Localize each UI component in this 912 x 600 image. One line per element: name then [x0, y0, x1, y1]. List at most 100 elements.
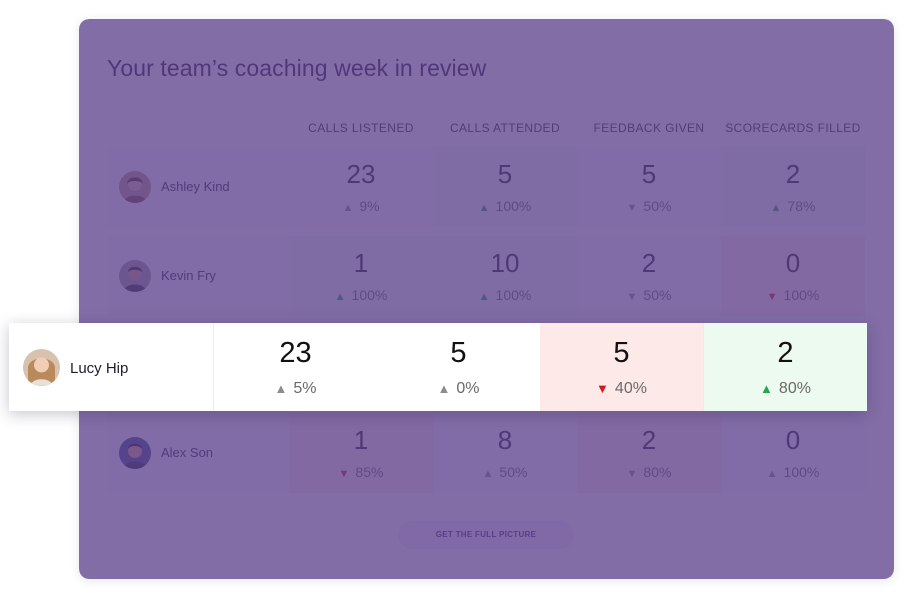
- change-percent: 50%: [499, 464, 528, 480]
- triangle-up-icon: ▲: [478, 291, 490, 303]
- metric-cell-calls-listened: 23 ▲ 9%: [289, 147, 433, 227]
- column-header-calls-listened: CALLS LISTENED: [308, 121, 414, 135]
- metric-value: 0: [785, 248, 801, 278]
- metric-value: 23: [279, 337, 312, 369]
- metric-value: 0: [785, 425, 801, 455]
- metric-change: ▲ 100%: [721, 464, 865, 480]
- member-cell: Ashley Kind: [107, 147, 289, 227]
- metric-cell-calls-attended: 8 ▲ 50%: [433, 413, 577, 493]
- member-name: Alex Son: [161, 445, 214, 460]
- triangle-up-icon: ▲: [334, 291, 346, 303]
- metric-value: 5: [450, 337, 467, 369]
- change-percent: 80%: [778, 380, 811, 397]
- metric-value: 2: [641, 248, 657, 278]
- metric-value: 2: [777, 337, 794, 369]
- member-cell: Lucy Hip: [9, 323, 214, 411]
- avatar: [119, 437, 151, 469]
- metric-value: 5: [613, 337, 630, 369]
- change-percent: 100%: [495, 198, 532, 214]
- metric-change: ▲ 78%: [721, 198, 865, 214]
- highlighted-row: Lucy Hip 23 ▲ 5% 5 ▲ 0% 5 ▼ 40% 2 ▲ 80%: [9, 323, 867, 411]
- change-percent: 100%: [495, 287, 532, 303]
- metric-change: ▲ 100%: [433, 287, 577, 303]
- metric-value: 1: [353, 425, 369, 455]
- member-name: Kevin Fry: [161, 268, 216, 283]
- triangle-down-icon: ▼: [766, 291, 778, 303]
- triangle-up-icon: ▲: [766, 468, 778, 480]
- metric-value: 10: [490, 248, 520, 278]
- metric-cell-feedback-given: 5 ▼ 50%: [577, 147, 721, 227]
- member-name: Lucy Hip: [70, 360, 129, 377]
- metric-cell-scorecards-filled: 0 ▼ 100%: [721, 236, 865, 316]
- avatar: [119, 171, 151, 203]
- change-percent: 40%: [614, 380, 647, 397]
- metric-cell-feedback-given: 2 ▼ 50%: [577, 236, 721, 316]
- column-header-calls-attended: CALLS ATTENDED: [449, 121, 561, 135]
- change-percent: 0%: [456, 380, 480, 397]
- metric-change: ▲ 50%: [433, 464, 577, 480]
- change-percent: 100%: [783, 287, 820, 303]
- triangle-down-icon: ▼: [626, 291, 638, 303]
- metric-change: ▲ 80%: [704, 380, 867, 398]
- metric-change: ▲ 100%: [289, 287, 433, 303]
- change-percent: 78%: [787, 198, 816, 214]
- metric-value: 5: [497, 159, 513, 189]
- coaching-review-card: Your team’s coaching week in review CALL…: [79, 19, 894, 579]
- change-percent: 50%: [643, 287, 672, 303]
- metric-cell-scorecards-filled: 2 ▲ 80%: [704, 323, 867, 411]
- column-header-scorecards-filled: SCORECARDS FILLED: [725, 121, 861, 135]
- metric-cell-scorecards-filled: 2 ▲ 78%: [721, 147, 865, 227]
- metric-cell-feedback-given: 5 ▼ 40%: [540, 323, 704, 411]
- metric-value: 2: [641, 425, 657, 455]
- get-full-picture-button[interactable]: GET THE FULL PICTURE: [398, 521, 574, 549]
- member-name: Ashley Kind: [161, 179, 230, 194]
- metric-cell-scorecards-filled: 0 ▲ 100%: [721, 413, 865, 493]
- triangle-down-icon: ▼: [596, 381, 609, 396]
- metric-change: ▼ 100%: [721, 287, 865, 303]
- change-percent: 85%: [355, 464, 384, 480]
- triangle-down-icon: ▼: [338, 468, 350, 480]
- change-percent: 80%: [643, 464, 672, 480]
- change-percent: 9%: [359, 198, 380, 214]
- member-cell: Alex Son: [107, 413, 289, 493]
- metric-change: ▼ 50%: [577, 287, 721, 303]
- metric-change: ▼ 80%: [577, 464, 721, 480]
- change-percent: 100%: [783, 464, 820, 480]
- metric-change: ▲ 5%: [214, 380, 377, 398]
- metric-value: 23: [346, 159, 376, 189]
- avatar: [119, 260, 151, 292]
- change-percent: 5%: [293, 380, 317, 397]
- metric-change: ▲ 9%: [289, 198, 433, 214]
- metric-value: 5: [641, 159, 657, 189]
- metric-change: ▲ 100%: [433, 198, 577, 214]
- metric-change: ▼ 50%: [577, 198, 721, 214]
- member-cell: Kevin Fry: [107, 236, 289, 316]
- triangle-up-icon: ▲: [770, 202, 782, 214]
- metric-cell-calls-listened: 1 ▼ 85%: [289, 413, 433, 493]
- metric-cell-calls-listened: 23 ▲ 5%: [214, 323, 378, 411]
- metric-cell-calls-attended: 5 ▲ 0%: [377, 323, 541, 411]
- metric-change: ▼ 40%: [540, 380, 703, 398]
- triangle-up-icon: ▲: [760, 381, 773, 396]
- triangle-down-icon: ▼: [626, 468, 638, 480]
- column-header-feedback-given: FEEDBACK GIVEN: [593, 121, 705, 135]
- avatar: [23, 349, 60, 386]
- metric-cell-feedback-given: 2 ▼ 80%: [577, 413, 721, 493]
- change-percent: 100%: [351, 287, 388, 303]
- metric-value: 2: [785, 159, 801, 189]
- triangle-up-icon: ▲: [274, 381, 288, 396]
- metric-change: ▼ 85%: [289, 464, 433, 480]
- metric-cell-calls-attended: 5 ▲ 100%: [433, 147, 577, 227]
- metric-value: 8: [497, 425, 513, 455]
- triangle-up-icon: ▲: [478, 202, 490, 214]
- triangle-up-icon: ▲: [482, 468, 494, 480]
- metric-cell-calls-attended: 10 ▲ 100%: [433, 236, 577, 316]
- triangle-down-icon: ▼: [626, 202, 638, 214]
- triangle-up-icon: ▲: [437, 381, 451, 396]
- card-title: Your team’s coaching week in review: [107, 55, 487, 81]
- metric-change: ▲ 0%: [377, 380, 540, 398]
- change-percent: 50%: [643, 198, 672, 214]
- metric-cell-calls-listened: 1 ▲ 100%: [289, 236, 433, 316]
- triangle-up-icon: ▲: [342, 202, 354, 214]
- metric-value: 1: [353, 248, 369, 278]
